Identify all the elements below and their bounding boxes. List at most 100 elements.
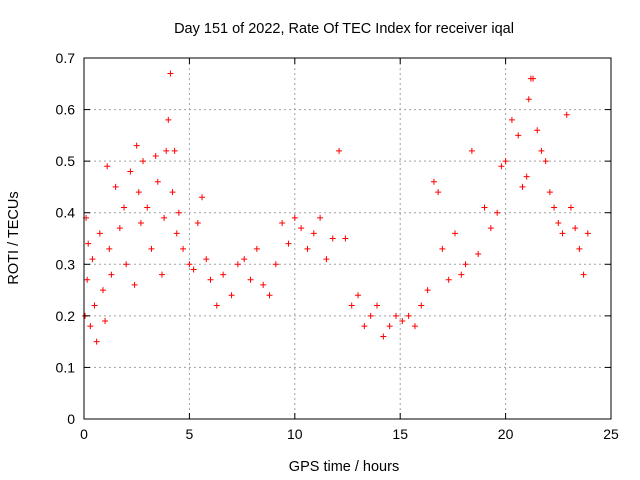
data-point xyxy=(481,204,488,211)
data-point xyxy=(93,338,100,345)
data-point xyxy=(175,209,182,216)
data-point xyxy=(494,209,501,216)
data-point xyxy=(199,194,206,201)
data-point xyxy=(104,163,111,170)
data-point xyxy=(241,256,248,263)
data-point xyxy=(112,183,119,190)
data-point xyxy=(123,261,130,268)
data-point xyxy=(317,214,324,221)
data-point xyxy=(430,178,437,185)
data-point xyxy=(108,271,115,278)
data-point xyxy=(458,271,465,278)
data-point xyxy=(386,323,393,330)
data-point xyxy=(102,318,109,325)
data-point xyxy=(445,276,452,283)
data-point xyxy=(140,158,147,165)
data-point xyxy=(563,111,570,118)
x-tick-label: 5 xyxy=(186,426,194,442)
data-point xyxy=(161,214,168,221)
chart-title: Day 151 of 2022, Rate Of TEC Index for r… xyxy=(174,21,514,37)
x-axis-label: GPS time / hours xyxy=(289,459,399,475)
data-point xyxy=(576,245,583,252)
data-point xyxy=(99,287,106,294)
data-point xyxy=(418,302,425,309)
data-point xyxy=(135,189,142,196)
data-point xyxy=(392,312,399,319)
data-point xyxy=(530,75,537,82)
data-point xyxy=(355,292,362,299)
data-point xyxy=(260,281,267,288)
data-point xyxy=(519,183,526,190)
y-tick-label: 0.4 xyxy=(56,205,76,221)
data-point xyxy=(487,225,494,232)
data-point xyxy=(555,220,562,227)
data-point xyxy=(85,240,92,247)
y-axis-label: ROTI / TECUs xyxy=(6,191,22,284)
data-point xyxy=(342,235,349,242)
x-tick-label: 25 xyxy=(603,426,619,442)
data-point xyxy=(91,302,98,309)
data-point xyxy=(367,312,374,319)
data-point xyxy=(163,147,170,154)
data-point xyxy=(194,220,201,227)
data-point xyxy=(462,261,469,268)
data-point xyxy=(508,116,515,123)
data-point xyxy=(203,256,210,263)
data-point xyxy=(84,276,91,283)
data-point xyxy=(121,204,128,211)
data-point xyxy=(515,132,522,139)
data-point xyxy=(279,220,286,227)
data-point xyxy=(399,318,406,325)
data-point xyxy=(546,189,553,196)
data-point xyxy=(411,323,418,330)
data-point xyxy=(173,230,180,237)
data-point xyxy=(580,271,587,278)
plot-frame xyxy=(83,57,612,420)
x-tick-label: 0 xyxy=(80,426,88,442)
y-tick-label: 0.2 xyxy=(56,308,76,324)
data-point xyxy=(525,96,532,103)
data-point xyxy=(551,204,558,211)
data-point xyxy=(475,250,482,257)
data-point xyxy=(452,230,459,237)
data-point xyxy=(272,261,279,268)
data-point xyxy=(266,292,273,299)
data-point xyxy=(323,256,330,263)
x-tick-label: 10 xyxy=(287,426,303,442)
data-point xyxy=(234,261,241,268)
data-point xyxy=(96,230,103,237)
data-point xyxy=(310,230,317,237)
data-point xyxy=(298,225,305,232)
data-point xyxy=(348,302,355,309)
data-point xyxy=(158,271,165,278)
data-point xyxy=(534,127,541,134)
data-point xyxy=(133,142,140,149)
data-point xyxy=(148,245,155,252)
data-point xyxy=(538,147,545,154)
data-point xyxy=(502,158,509,165)
data-point xyxy=(523,173,530,180)
data-point xyxy=(584,230,591,237)
data-point xyxy=(435,189,442,196)
data-point xyxy=(424,287,431,294)
data-point xyxy=(228,292,235,299)
data-points xyxy=(82,70,591,345)
data-point xyxy=(127,168,134,175)
data-point xyxy=(253,245,260,252)
data-point xyxy=(336,147,343,154)
data-point xyxy=(361,323,368,330)
data-point xyxy=(380,333,387,340)
y-tick-label: 0.5 xyxy=(56,153,76,169)
data-point xyxy=(468,147,475,154)
data-point xyxy=(559,230,566,237)
data-point xyxy=(304,245,311,252)
data-point xyxy=(285,240,292,247)
data-point xyxy=(169,189,176,196)
data-point xyxy=(186,261,193,268)
data-point xyxy=(131,281,138,288)
data-point xyxy=(106,245,113,252)
data-point xyxy=(291,214,298,221)
data-point xyxy=(137,220,144,227)
data-point xyxy=(87,323,94,330)
data-point xyxy=(167,70,174,77)
